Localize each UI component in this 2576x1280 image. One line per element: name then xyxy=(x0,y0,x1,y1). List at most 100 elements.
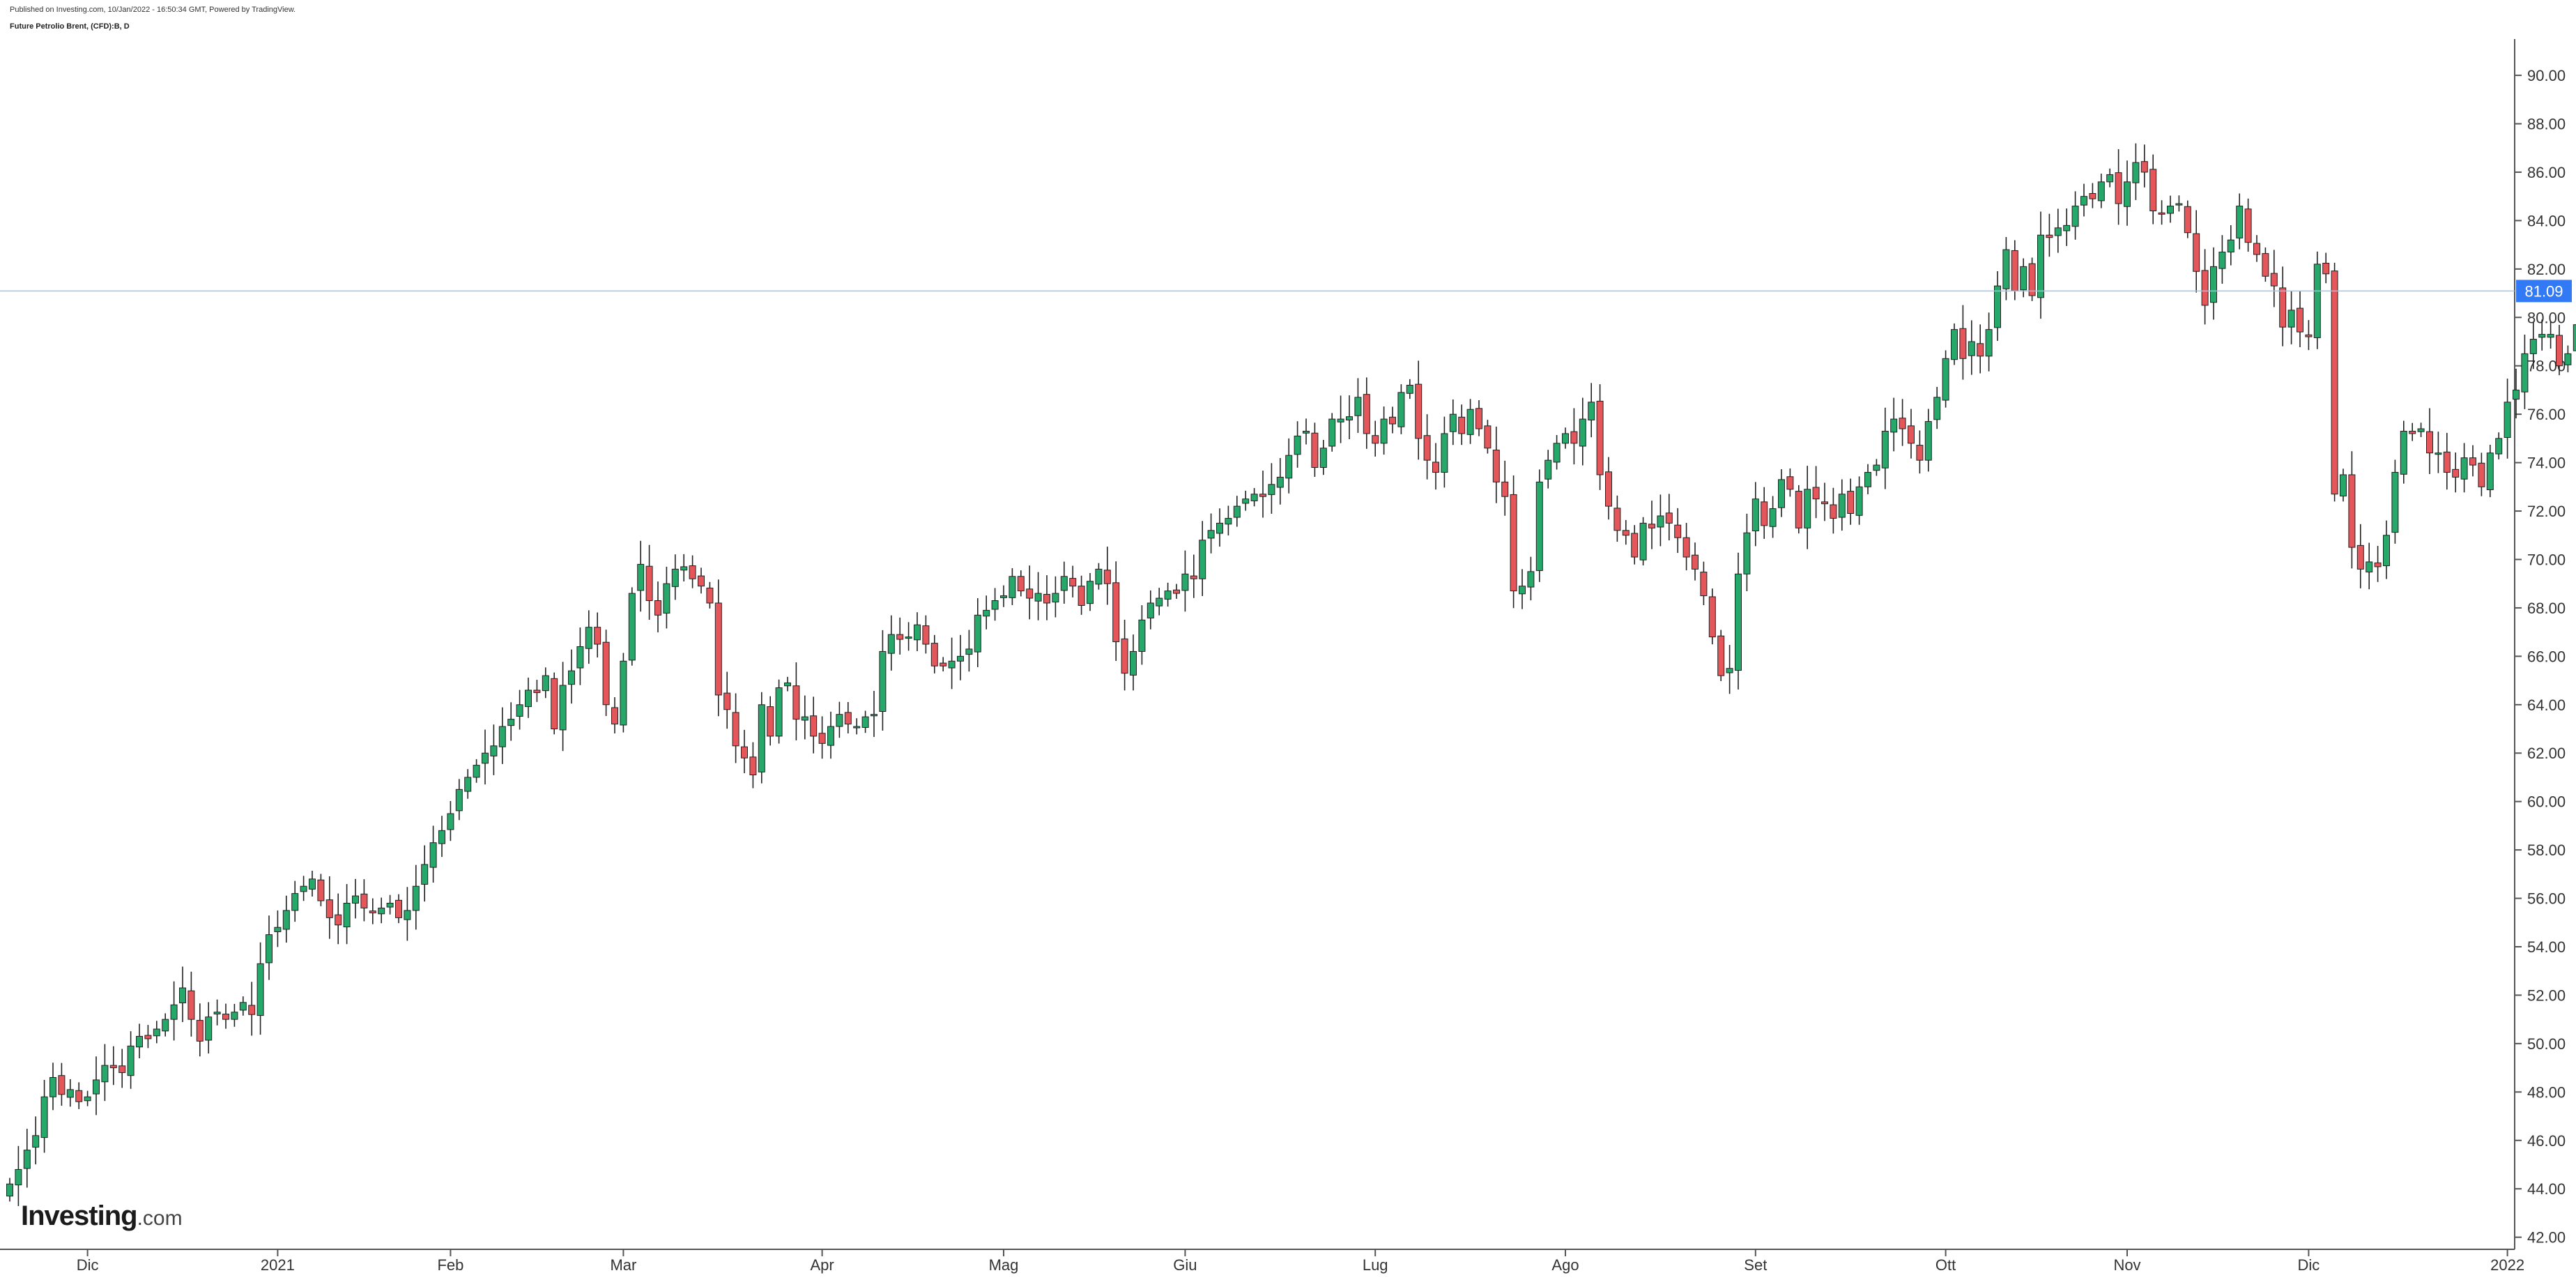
y-tick-label: 82.00 xyxy=(2527,261,2566,278)
candle-up xyxy=(1147,602,1154,619)
y-tick-label: 64.00 xyxy=(2527,696,2566,714)
candle-up xyxy=(887,634,895,654)
candle-up xyxy=(1397,392,1405,427)
candle-up xyxy=(1294,435,1301,455)
candle-down xyxy=(1026,588,1034,599)
candle-up xyxy=(213,1012,221,1015)
candle-up xyxy=(1199,540,1206,579)
candle-up xyxy=(801,716,808,721)
candle-down xyxy=(1069,578,1077,587)
candle-up xyxy=(2175,203,2183,206)
candle-down xyxy=(594,627,601,645)
candle-down xyxy=(1173,589,1180,594)
candle-up xyxy=(2366,561,2373,573)
candle-up xyxy=(1864,471,1871,487)
candle-down xyxy=(922,625,930,645)
candle-up xyxy=(170,1004,178,1020)
y-tick-label: 50.00 xyxy=(2527,1035,2566,1053)
candle-up xyxy=(525,689,532,708)
candle-up xyxy=(153,1028,160,1037)
candle-down xyxy=(1908,425,1915,444)
y-tick-label: 84.00 xyxy=(2527,212,2566,229)
y-tick-label: 56.00 xyxy=(2527,890,2566,908)
x-tick-label: 2021 xyxy=(261,1256,295,1274)
candle-up xyxy=(473,765,480,778)
candle-down xyxy=(1112,582,1120,643)
candle-up xyxy=(2400,430,2407,475)
candle-down xyxy=(611,707,618,725)
candle-up xyxy=(2002,249,2010,289)
candle-up xyxy=(836,714,843,727)
candle-up xyxy=(957,655,964,662)
candle-up xyxy=(1095,568,1103,585)
candle-down xyxy=(1458,416,1466,434)
candle-down xyxy=(2409,430,2416,434)
candle-down xyxy=(2158,212,2165,215)
candle-down xyxy=(2011,250,2018,291)
y-tick-label: 66.00 xyxy=(2527,648,2566,665)
y-tick-label: 48.00 xyxy=(2527,1083,2566,1101)
candle-up xyxy=(879,650,887,713)
candle-down xyxy=(2305,334,2313,337)
candle-down xyxy=(2028,263,2036,296)
candle-down xyxy=(792,685,800,720)
candle-up xyxy=(2287,310,2295,328)
candle-down xyxy=(1432,462,1439,473)
candle-up xyxy=(542,675,549,692)
candle-up xyxy=(2210,266,2217,303)
candle-up xyxy=(2504,402,2511,438)
logo-suffix: .com xyxy=(137,1207,183,1230)
candle-up xyxy=(2313,264,2321,338)
candle-up xyxy=(1743,532,1751,574)
candle-up xyxy=(309,878,316,890)
candle-up xyxy=(1519,586,1526,595)
candle-up xyxy=(23,1150,31,1169)
candle-up xyxy=(179,987,186,1004)
candle-up xyxy=(671,568,679,587)
candle-down xyxy=(196,1020,204,1042)
candle-up xyxy=(1130,650,1137,676)
candle-down xyxy=(335,914,342,926)
candle-up xyxy=(2391,471,2399,533)
candle-up xyxy=(784,683,791,687)
candle-up xyxy=(1207,530,1215,539)
candle-up xyxy=(1951,329,1958,360)
candle-up xyxy=(1769,508,1777,527)
candle-down xyxy=(1121,638,1128,674)
y-tick-label: 68.00 xyxy=(2527,600,2566,617)
candle-down xyxy=(689,565,696,579)
candle-up xyxy=(205,1016,213,1041)
candle-up xyxy=(127,1045,135,1076)
candle-down xyxy=(1812,487,1820,500)
candle-up xyxy=(663,583,670,614)
candle-down xyxy=(645,565,653,602)
candle-up xyxy=(2037,234,2044,298)
candle-up xyxy=(136,1035,143,1048)
candle-up xyxy=(2106,174,2114,183)
candle-down xyxy=(2374,562,2382,567)
candle-up xyxy=(1034,593,1042,602)
candle-up xyxy=(352,895,359,904)
candle-up xyxy=(1657,515,1664,528)
candle-up xyxy=(1181,573,1189,591)
candle-up xyxy=(861,716,869,728)
x-tick-label: Mag xyxy=(989,1256,1019,1274)
candle-down xyxy=(723,692,731,710)
candle-up xyxy=(1994,285,2001,328)
candle-up xyxy=(1751,498,1759,532)
candle-down xyxy=(1492,450,1500,482)
y-tick-label: 46.00 xyxy=(2527,1132,2566,1150)
candle-up xyxy=(2573,324,2576,351)
candle-up xyxy=(2495,438,2503,455)
x-tick-label: Giu xyxy=(1173,1256,1197,1274)
candle-up xyxy=(1588,402,1595,420)
y-tick-label: 60.00 xyxy=(2527,793,2566,811)
candle-down xyxy=(810,715,818,737)
candle-up xyxy=(1060,576,1068,591)
candle-up xyxy=(1000,595,1007,598)
candle-up xyxy=(1164,591,1172,600)
candle-up xyxy=(628,593,636,661)
candle-up xyxy=(2486,452,2494,490)
candle-up xyxy=(490,745,498,756)
